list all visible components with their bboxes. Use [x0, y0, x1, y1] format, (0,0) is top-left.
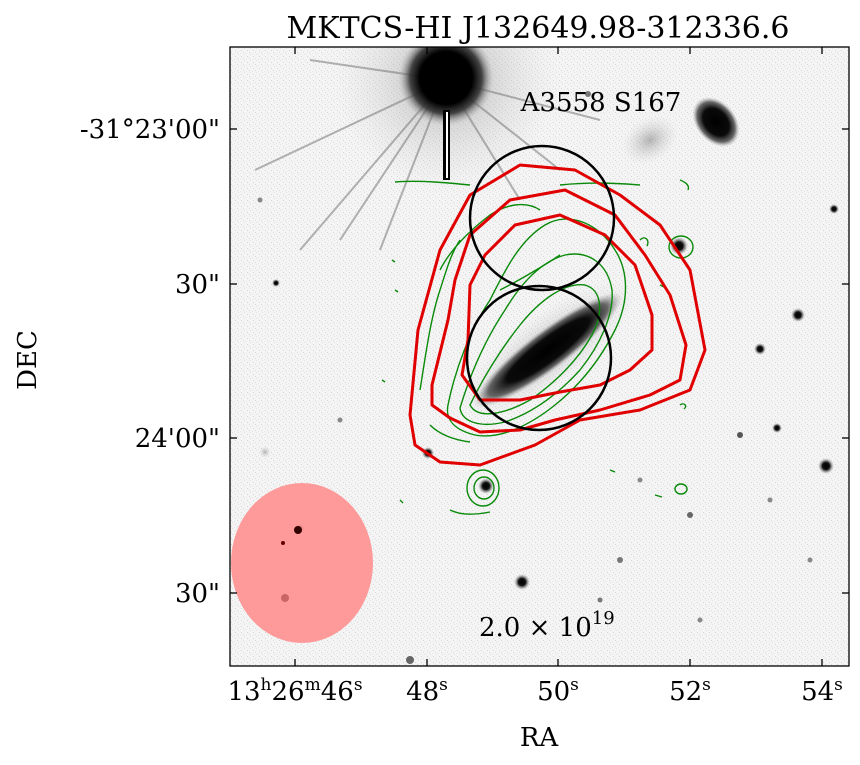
x-tick-label-0: 13h26m46s	[227, 675, 362, 707]
aperture-circle-lower	[465, 284, 613, 432]
x-tick-labels: 13h26m46s 48s 50s 52s 54s	[227, 675, 842, 707]
contour-level-exponent: 19	[592, 608, 615, 629]
image-panel: A3558 S167 2.0 × 1019	[230, 47, 849, 666]
x-tick-label-2: 50s	[537, 675, 579, 707]
hi-contours	[408, 163, 707, 467]
aperture-circles	[465, 144, 616, 432]
x-axis-label: RA	[520, 723, 560, 753]
y-tick-labels: -31°23'00" 30" 24'00" 30"	[80, 115, 220, 609]
galaxy-label: A3558 S167	[520, 88, 682, 118]
x-ticks	[294, 47, 823, 666]
x-tick-label-4: 54s	[801, 675, 843, 707]
y-tick-label-2: 24'00"	[135, 424, 220, 454]
x-tick-label-1: 48s	[406, 675, 448, 707]
y-axis-label: DEC	[13, 330, 43, 390]
beam-ellipse-icon	[231, 483, 373, 643]
x-tick-label-3: 52s	[669, 675, 711, 707]
y-tick-label-0: -31°23'00"	[80, 115, 220, 145]
aperture-circle-upper	[468, 144, 616, 292]
bright-star	[254, 47, 601, 251]
y-tick-label-1: 30"	[175, 270, 220, 300]
target-galaxy	[461, 280, 635, 420]
y-tick-label-3: 30"	[175, 579, 220, 609]
elliptical-galaxy	[692, 96, 740, 148]
optical-contours	[381, 179, 694, 515]
field-stars	[257, 91, 839, 664]
figure-title: MKTCS-HI J132649.98-312336.6	[287, 11, 790, 46]
contour-level-label: 2.0 × 1019	[479, 608, 615, 643]
plot-frame	[229, 46, 850, 667]
y-ticks	[230, 128, 849, 594]
